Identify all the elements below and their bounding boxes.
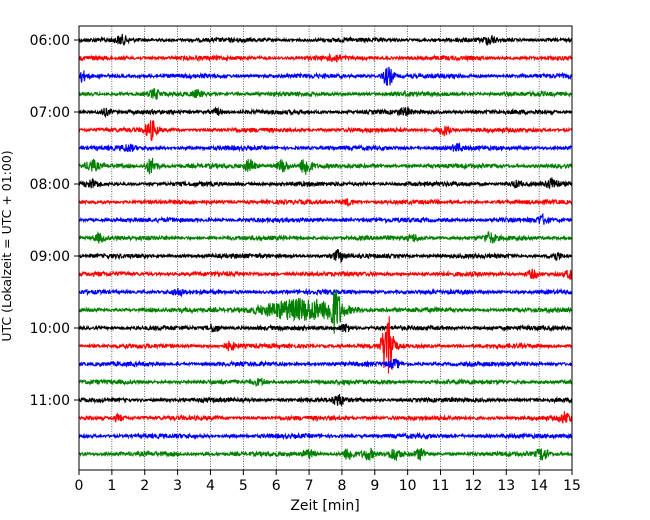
seismogram-trace [78,287,573,298]
seismogram-trace [78,157,573,175]
seismogram-trace [78,431,573,441]
seismogram-trace [78,411,573,424]
x-tick-label: 3 [173,478,182,494]
seismogram-trace [78,316,573,374]
seismogram-trace [78,358,573,371]
x-tick-label: 11 [432,478,450,494]
seismogram-trace [78,142,573,153]
seismogram-trace [78,322,573,333]
seismogram-trace [78,230,573,244]
x-tick-label: 2 [140,478,149,494]
x-tick-label: 1 [107,478,116,494]
y-tick-label: 06:00 [30,33,70,49]
seismogram-trace [78,105,573,119]
x-tick-label: 0 [75,478,84,494]
seismogram-trace [78,394,573,406]
seismogram-trace [78,177,573,190]
y-tick-label: 09:00 [30,249,70,265]
y-tick-label: 08:00 [30,177,70,193]
seismogram-trace [78,268,573,280]
seismogram-trace [78,120,573,142]
x-tick-label: 9 [370,478,379,494]
seismogram-trace [78,447,573,461]
seismogram-trace [78,249,573,264]
x-tick-label: 6 [272,478,281,494]
y-tick-label: 10:00 [30,321,70,337]
seismogram-trace [78,212,573,225]
y-axis: 06:00 07:00 08:00 09:00 10:00 11:00 [30,33,79,409]
x-axis: 0 1 2 3 4 5 6 7 8 9 10 11 12 13 14 15 [75,470,581,494]
seismogram-trace [78,66,573,86]
seismogram-trace [78,197,573,207]
x-tick-label: 8 [337,478,346,494]
plot-frame [78,25,573,471]
seismogram-trace [78,52,573,64]
x-tick-label: 7 [305,478,314,494]
vertical-grid [111,26,540,470]
x-tick-label: 4 [206,478,215,494]
seismogram-trace [78,377,573,387]
x-tick-label: 15 [563,478,581,494]
x-tick-label: 5 [239,478,248,494]
seismogram-trace [78,33,573,46]
y-tick-label: 11:00 [30,393,70,409]
x-axis-label: Zeit [min] [290,498,359,514]
seismogram-trace [78,289,573,334]
y-axis-label: UTC (Lokalzeit = UTC + 01:00) [0,150,14,341]
y-tick-label: 07:00 [30,105,70,121]
seismogram-trace [78,88,573,100]
x-tick-label: 13 [497,478,515,494]
x-tick-label: 14 [530,478,548,494]
x-tick-label: 12 [464,478,482,494]
x-tick-label: 10 [399,478,417,494]
seismogram-traces [78,33,573,461]
